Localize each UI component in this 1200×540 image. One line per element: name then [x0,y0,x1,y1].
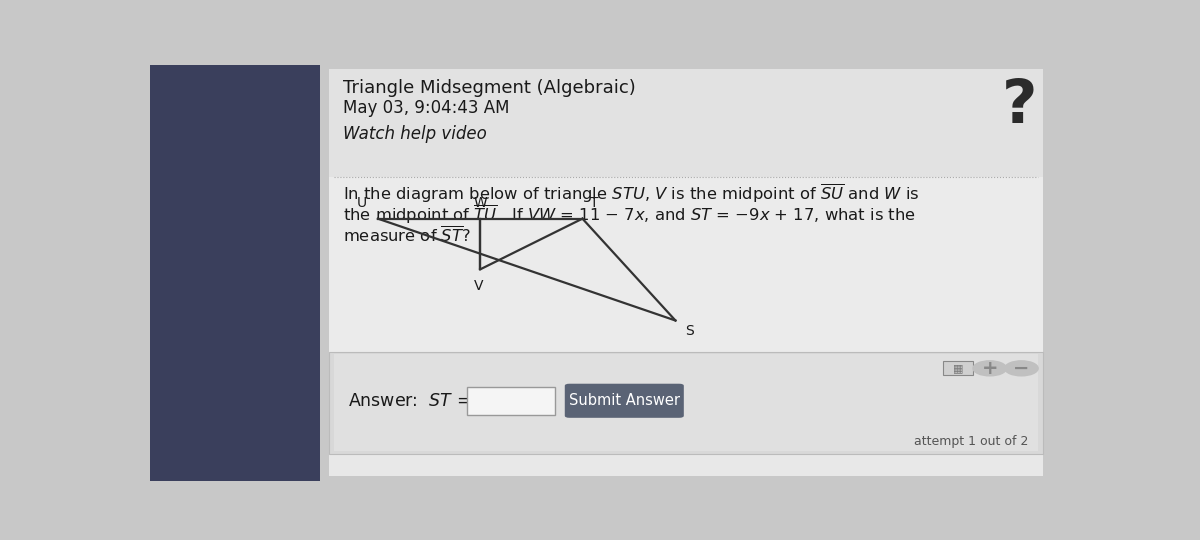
FancyBboxPatch shape [565,384,684,418]
Text: Submit Answer: Submit Answer [569,393,679,408]
FancyBboxPatch shape [467,387,556,415]
FancyBboxPatch shape [150,65,320,481]
FancyBboxPatch shape [330,69,1043,181]
FancyBboxPatch shape [330,352,1043,454]
Text: ?: ? [1002,77,1037,136]
Circle shape [973,361,1007,376]
Text: +: + [982,359,998,378]
FancyBboxPatch shape [330,177,1043,352]
FancyBboxPatch shape [943,361,973,375]
Text: ▦: ▦ [953,363,964,373]
Text: In the diagram below of triangle $\mathit{STU}$, $\mathit{V}$ is the midpoint of: In the diagram below of triangle $\mathi… [343,182,920,205]
Text: S: S [685,324,694,338]
Text: U: U [356,197,367,210]
Circle shape [1004,361,1038,376]
Text: T: T [590,197,599,210]
Text: May 03, 9:04:43 AM: May 03, 9:04:43 AM [343,99,510,117]
Text: Watch help video: Watch help video [343,125,487,143]
Text: the midpoint of $\overline{\mathit{TU}}$ . If $\mathit{VW}$ = 11 $-$ 7$\mathit{x: the midpoint of $\overline{\mathit{TU}}$… [343,203,916,226]
Text: Triangle Midsegment (Algebraic): Triangle Midsegment (Algebraic) [343,79,636,97]
Text: Answer:  $\mathit{ST}$ =: Answer: $\mathit{ST}$ = [348,392,470,410]
Text: measure of $\overline{\mathit{ST}}$?: measure of $\overline{\mathit{ST}}$? [343,225,472,245]
FancyBboxPatch shape [334,354,1038,451]
Text: V: V [474,279,484,293]
FancyBboxPatch shape [330,69,1043,476]
Text: attempt 1 out of 2: attempt 1 out of 2 [914,435,1028,448]
Text: W: W [473,197,487,210]
Text: −: − [1013,359,1030,378]
